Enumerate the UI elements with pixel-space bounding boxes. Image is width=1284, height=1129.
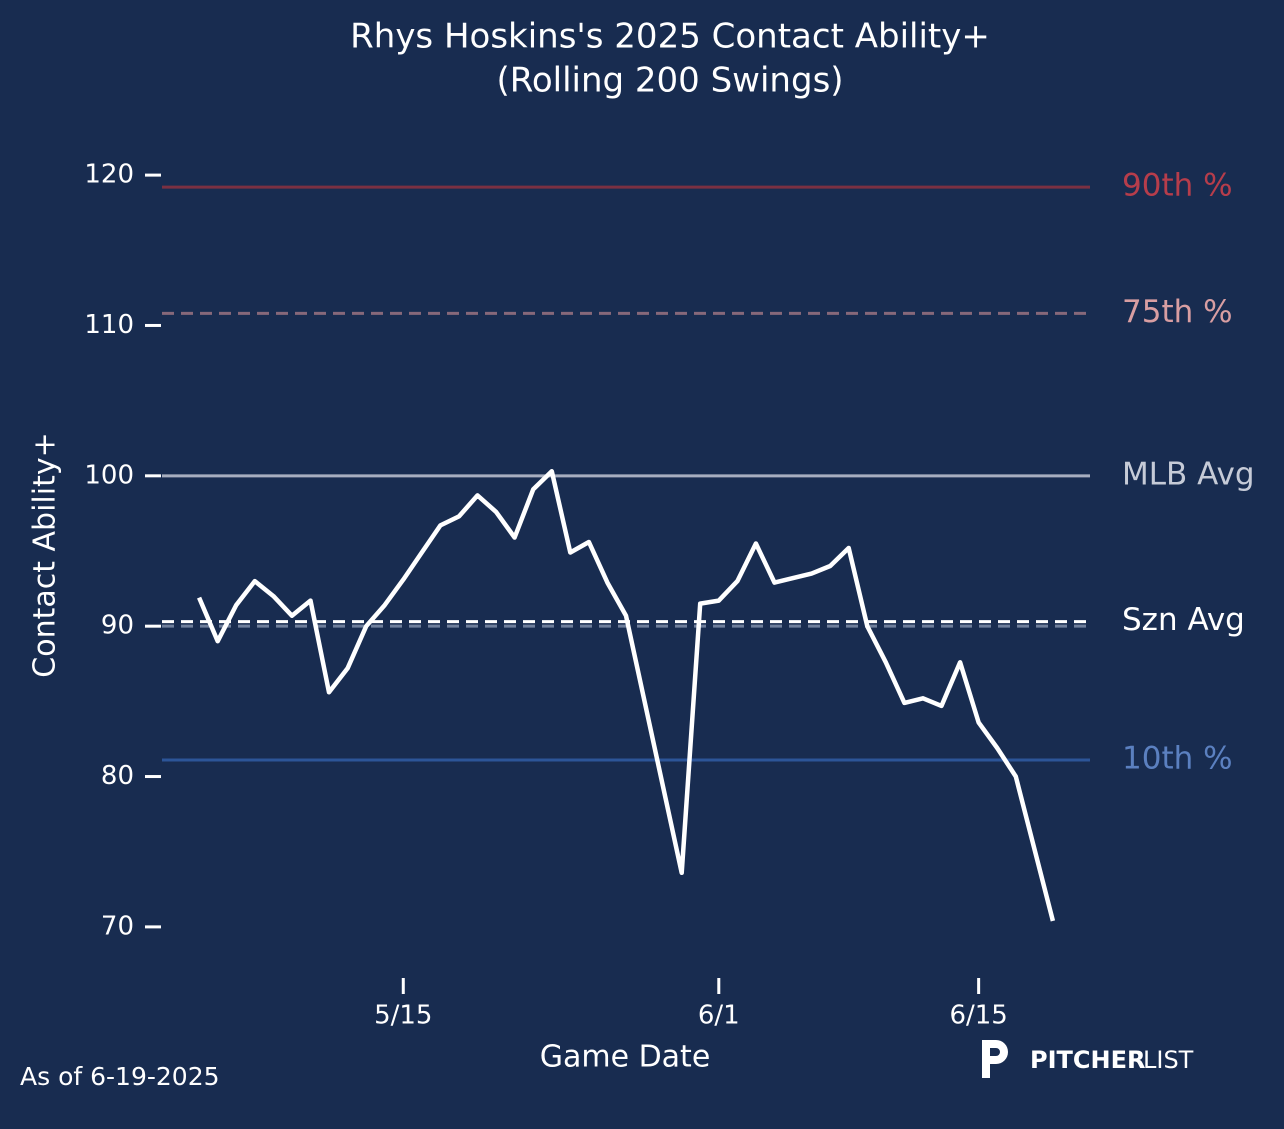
x-tick-label: 6/15 [949,1001,1007,1031]
brand-text: PITCHER [1030,1046,1145,1074]
footnote: As of 6-19-2025 [20,1062,220,1091]
y-tick-label: 70 [101,911,134,941]
data-line [197,469,1056,922]
chart-subtitle: (Rolling 200 Swings) [496,61,843,101]
brand-logo: PITCHER LIST [982,1040,1194,1078]
reference-label: 10th % [1122,740,1233,776]
reference-label: 90th % [1122,168,1233,204]
x-axis-label: Game Date [540,1040,711,1075]
chart-title: Rhys Hoskins's 2025 Contact Ability+ [350,17,990,57]
y-tick-label: 90 [101,611,134,641]
y-axis-label: Contact Ability+ [28,432,63,677]
y-tick-label: 120 [84,160,134,190]
reference-label: MLB Avg [1122,456,1255,492]
x-tick-label: 6/1 [698,1001,740,1031]
x-tick-label: 5/15 [374,1001,432,1031]
y-tick-label: 80 [101,761,134,791]
y-tick-label: 100 [84,460,134,490]
brand-text: LIST [1143,1046,1194,1074]
reference-label: 75th % [1122,294,1233,330]
logo-icon [982,1040,1008,1078]
y-tick-label: 110 [84,310,134,340]
reference-label: Szn Avg [1122,602,1245,638]
